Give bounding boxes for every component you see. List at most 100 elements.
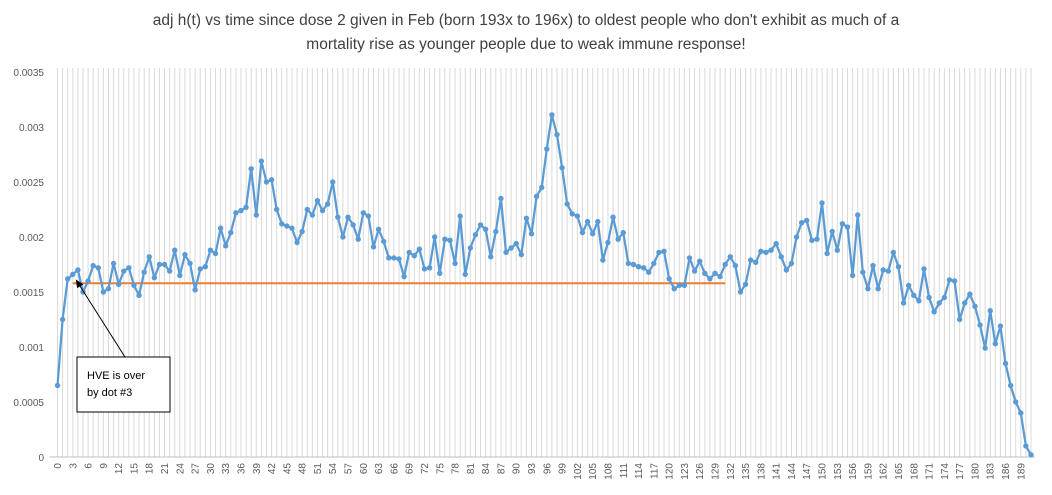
data-point [1007, 382, 1014, 389]
data-point [161, 261, 168, 268]
x-tick-label: 6 [84, 463, 95, 469]
data-point [243, 204, 249, 210]
data-point [804, 217, 810, 224]
data-point [783, 267, 790, 273]
data-point [508, 245, 514, 251]
data-point [773, 240, 779, 247]
x-tick-label: 114 [634, 463, 645, 479]
data-point [299, 228, 305, 235]
series-line [56, 113, 1032, 456]
data-point [717, 273, 723, 280]
data-point [768, 247, 774, 253]
data-point [222, 243, 229, 249]
data-point [100, 289, 107, 295]
data-point [574, 213, 581, 219]
data-point [197, 266, 203, 272]
data-point [814, 236, 820, 242]
data-point [742, 281, 749, 287]
data-point [1023, 443, 1029, 449]
annotation-arrow [78, 284, 126, 358]
data-point [64, 276, 71, 282]
data-point [477, 222, 484, 228]
x-tick-label: 24 [175, 463, 186, 475]
data-point [386, 255, 392, 261]
data-point [447, 237, 453, 243]
x-tick-label: 66 [389, 463, 400, 475]
data-point [207, 247, 214, 253]
data-point [284, 223, 290, 229]
x-tick-label: 60 [359, 463, 370, 475]
data-point [467, 245, 474, 251]
x-tick-label: 84 [481, 463, 492, 475]
data-point [630, 261, 637, 268]
data-point [707, 276, 713, 282]
data-point [686, 255, 693, 261]
data-point [314, 198, 321, 204]
data-point [1018, 410, 1024, 416]
x-tick-label: 156 [848, 463, 859, 480]
annotation-arrowhead [75, 279, 84, 289]
data-point [233, 210, 239, 216]
data-point [615, 236, 621, 242]
chart-title-line-2: mortality rise as younger people due to … [306, 36, 745, 53]
data-point [70, 271, 76, 278]
data-point [793, 234, 800, 240]
data-point [462, 271, 468, 278]
data-point [712, 270, 718, 276]
data-point [870, 262, 876, 269]
x-tick-label: 12 [114, 463, 125, 475]
data-point [375, 226, 382, 232]
data-point [895, 264, 902, 270]
x-tick-label: 69 [405, 463, 416, 475]
x-tick-label: 99 [558, 463, 569, 475]
data-point [253, 212, 259, 218]
x-tick-label: 135 [741, 463, 752, 480]
x-tick-label: 51 [313, 463, 324, 475]
data-point [482, 226, 489, 232]
data-point [319, 207, 326, 214]
data-point [426, 265, 433, 271]
data-point [569, 211, 575, 217]
x-tick-label: 72 [420, 463, 431, 475]
annotation-callout: HVE is over by dot #3 [75, 279, 171, 413]
data-point [294, 239, 300, 246]
data-point [788, 260, 795, 267]
y-tick-label: 0.0035 [13, 68, 44, 79]
data-point [212, 250, 219, 257]
data-point [187, 260, 193, 267]
data-point [442, 236, 448, 242]
x-tick-label: 153 [833, 463, 844, 480]
data-point [671, 286, 677, 292]
data-point [431, 234, 438, 240]
data-point [855, 212, 861, 218]
data-point [620, 229, 626, 236]
data-point [533, 193, 540, 199]
x-tick-label: 183 [986, 463, 997, 480]
data-point [391, 255, 397, 261]
x-tick-label: 39 [252, 463, 263, 475]
x-tick-label: 36 [236, 463, 247, 475]
data-point [829, 228, 835, 235]
data-point [931, 309, 937, 315]
data-point [151, 275, 158, 281]
data-point [406, 249, 412, 256]
data-point [146, 254, 152, 260]
x-tick-label: 111 [619, 463, 630, 479]
data-point [202, 264, 209, 270]
x-tick-label: 18 [145, 463, 156, 475]
data-point [559, 165, 565, 171]
data-point [900, 300, 907, 306]
data-point [488, 254, 494, 260]
data-point [798, 220, 805, 226]
data-point [661, 248, 667, 254]
data-point [554, 132, 560, 138]
data-point [136, 292, 142, 298]
data-point [941, 294, 948, 301]
data-point [681, 282, 688, 289]
x-tick-label: 102 [573, 463, 584, 480]
data-point [982, 345, 988, 351]
y-tick-label: 0.0015 [13, 288, 44, 299]
x-tick-label: 174 [940, 463, 951, 480]
data-point [279, 221, 285, 227]
data-point [411, 253, 417, 259]
